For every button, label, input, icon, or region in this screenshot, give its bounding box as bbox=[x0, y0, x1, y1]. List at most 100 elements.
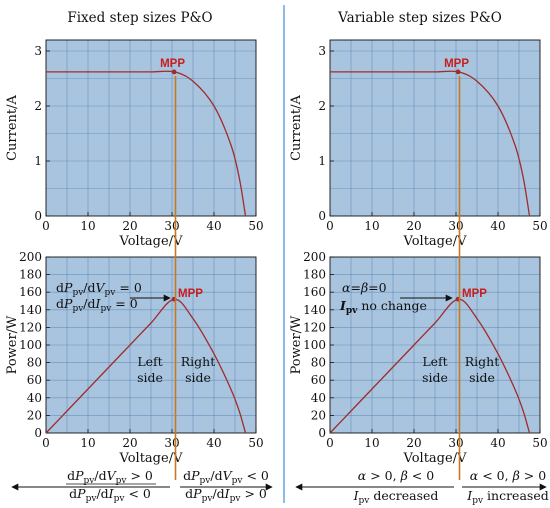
right-iv-plot: 0 10 20 30 40 50 0 1 2 3 Voltage/V Current/A MPP bbox=[289, 39, 548, 249]
mpp-label: MPP bbox=[160, 58, 185, 70]
y-tick-label: 180 bbox=[303, 268, 326, 282]
y-tick-label: 0 bbox=[34, 426, 42, 440]
y-axis-label: Power/W bbox=[5, 315, 20, 374]
left-pv-mpp-label: MPP bbox=[178, 288, 203, 300]
right-pv-annotations: α=β=0 Ipv no change MPP Left side Right … bbox=[339, 280, 499, 385]
x-tick-label: 0 bbox=[326, 436, 334, 450]
right-pv-curve bbox=[329, 298, 531, 434]
y-axis-label: Power/W bbox=[289, 315, 304, 374]
left-bottom-right-bot: dPpv/dIpv > 0 bbox=[185, 486, 267, 504]
x-tick-label: 40 bbox=[206, 219, 221, 233]
left-bottom-annotations: dPpv/dVpv > 0 dPpv/dIpv < 0 dPpv/dVpv < … bbox=[11, 468, 273, 504]
y-tick-label: 0 bbox=[318, 209, 326, 223]
x-tick-label: 20 bbox=[406, 219, 421, 233]
y-tick-label: 160 bbox=[303, 285, 326, 299]
left-cond2-text: dPpv/dIpv = 0 bbox=[56, 296, 138, 314]
x-tick-label: 10 bbox=[80, 219, 95, 233]
left-left-side-2: side bbox=[137, 370, 163, 385]
x-axis-label: Voltage/V bbox=[403, 234, 468, 249]
plot-frame bbox=[329, 256, 541, 434]
y-tick-label: 80 bbox=[27, 356, 42, 370]
left-bottom-left-top: dPpv/dVpv > 0 bbox=[67, 468, 153, 486]
mpp-point bbox=[171, 69, 177, 75]
y-tick-label: 1 bbox=[318, 154, 326, 168]
x-tick-label: 10 bbox=[364, 219, 379, 233]
x-tick-label: 10 bbox=[80, 436, 95, 450]
right-bottom-right-bot: Ipv increased bbox=[466, 488, 548, 506]
y-tick-label: 100 bbox=[19, 338, 42, 352]
x-tick-label: 0 bbox=[42, 219, 50, 233]
x-tick-label: 30 bbox=[164, 436, 179, 450]
right-bottom-annotations: α > 0, β < 0 Ipv decreased α < 0, β > 0 … bbox=[295, 468, 549, 506]
right-cond1-text: α=β=0 bbox=[342, 280, 387, 295]
y-tick-label: 200 bbox=[303, 250, 326, 264]
right-right-side-2: side bbox=[469, 370, 495, 385]
left-left-side-1: Left bbox=[137, 354, 162, 369]
y-tick-label: 0 bbox=[34, 209, 42, 223]
x-tick-label: 20 bbox=[122, 219, 137, 233]
right-bottom-left-bot: Ipv decreased bbox=[353, 488, 439, 506]
right-bottom-left-top: α > 0, β < 0 bbox=[358, 468, 434, 483]
x-tick-label: 30 bbox=[448, 219, 463, 233]
x-tick-label: 20 bbox=[406, 436, 421, 450]
plot-frame bbox=[45, 39, 257, 217]
y-tick-label: 40 bbox=[27, 391, 42, 405]
right-pv-mpp-label: MPP bbox=[462, 288, 487, 300]
y-tick-label: 100 bbox=[303, 338, 326, 352]
y-tick-label: 3 bbox=[318, 44, 326, 58]
y-tick-label: 0 bbox=[318, 426, 326, 440]
plot-frame bbox=[45, 256, 257, 434]
x-tick-label: 50 bbox=[532, 436, 547, 450]
x-tick-label: 20 bbox=[122, 436, 137, 450]
y-tick-label: 40 bbox=[311, 391, 326, 405]
y-tick-label: 120 bbox=[19, 320, 42, 334]
x-axis-label: Voltage/V bbox=[119, 234, 184, 249]
right-pv-plot: 0 10 20 30 40 50020406080100120140160180200Vo… bbox=[289, 250, 548, 466]
y-tick-label: 20 bbox=[27, 408, 42, 422]
left-bottom-left-bot: dPpv/dIpv < 0 bbox=[69, 486, 151, 504]
left-right-side-2: side bbox=[185, 370, 211, 385]
y-tick-label: 60 bbox=[27, 373, 42, 387]
y-tick-label: 80 bbox=[311, 356, 326, 370]
y-tick-label: 180 bbox=[19, 268, 42, 282]
y-tick-label: 140 bbox=[303, 303, 326, 317]
y-tick-label: 160 bbox=[19, 285, 42, 299]
left-pv-curve bbox=[45, 298, 247, 434]
y-tick-label: 2 bbox=[34, 99, 42, 113]
x-tick-label: 40 bbox=[490, 436, 505, 450]
right-iv-curve bbox=[330, 70, 531, 217]
mpp-label: MPP bbox=[444, 58, 469, 70]
right-right-side-1: Right bbox=[465, 354, 500, 369]
left-pv-plot: 0 10 20 30 40 50020406080100120140160180200Vo… bbox=[5, 250, 264, 466]
x-axis-label: Voltage/V bbox=[403, 451, 468, 466]
left-iv-curve bbox=[46, 70, 247, 217]
left-iv-plot: 0 10 20 30 40 50 0 1 2 3 Voltage/V Current/A MPP bbox=[5, 39, 264, 249]
x-tick-label: 30 bbox=[164, 219, 179, 233]
mpp-point bbox=[455, 69, 461, 75]
x-tick-label: 50 bbox=[248, 436, 263, 450]
y-tick-label: 60 bbox=[311, 373, 326, 387]
x-tick-label: 10 bbox=[364, 436, 379, 450]
x-tick-label: 0 bbox=[326, 219, 334, 233]
y-axis-label: Current/A bbox=[289, 94, 304, 160]
x-tick-label: 50 bbox=[532, 219, 547, 233]
right-left-side-1: Left bbox=[422, 354, 447, 369]
x-tick-label: 40 bbox=[490, 219, 505, 233]
x-axis-label: Voltage/V bbox=[119, 451, 184, 466]
left-title: Fixed step sizes P&O bbox=[67, 10, 212, 26]
x-tick-label: 40 bbox=[206, 436, 221, 450]
y-tick-label: 2 bbox=[318, 99, 326, 113]
right-bottom-right-top: α < 0, β > 0 bbox=[470, 468, 546, 483]
x-tick-label: 0 bbox=[42, 436, 50, 450]
x-tick-label: 50 bbox=[248, 219, 263, 233]
y-tick-label: 3 bbox=[34, 44, 42, 58]
right-cond2-text: Ipv no change bbox=[339, 298, 427, 316]
left-right-side-1: Right bbox=[181, 354, 216, 369]
y-tick-label: 20 bbox=[311, 408, 326, 422]
y-tick-label: 120 bbox=[303, 320, 326, 334]
x-tick-label: 30 bbox=[448, 436, 463, 450]
y-tick-label: 1 bbox=[34, 154, 42, 168]
y-tick-label: 140 bbox=[19, 303, 42, 317]
